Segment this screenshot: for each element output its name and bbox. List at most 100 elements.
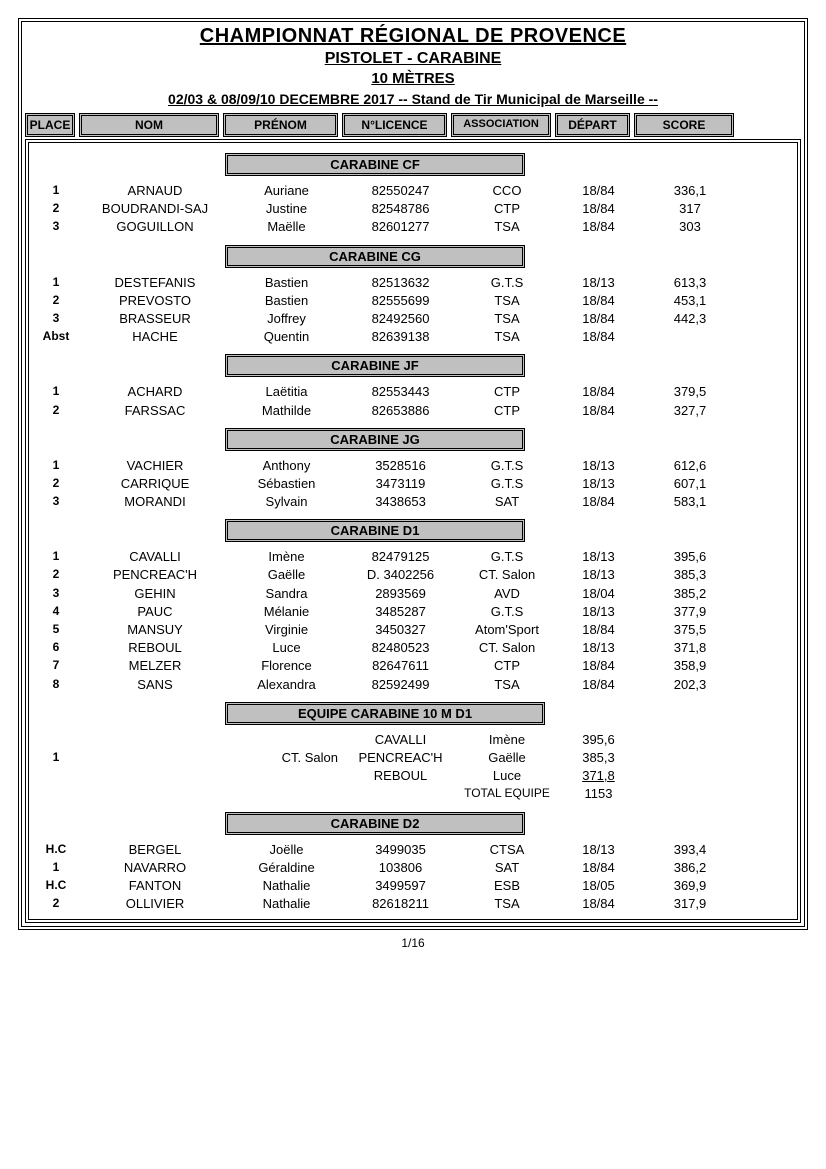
cell-prenom: Nathalie — [229, 895, 344, 913]
cell-lic: 2893569 — [348, 585, 453, 603]
column-header-row: PLACE NOM PRÉNOM N°LICENCE ASSOCIATION D… — [25, 113, 801, 137]
cell-nom: GOGUILLON — [85, 218, 225, 236]
cell-score: 442,3 — [640, 310, 740, 328]
cell-place: 1 — [31, 457, 81, 475]
cell-dep: 18/04 — [561, 585, 636, 603]
cell-dep: 18/84 — [561, 328, 636, 346]
cell-nom: ACHARD — [85, 383, 225, 401]
category-header: CARABINE D2 — [31, 812, 795, 835]
cell-assoc: TSA — [457, 218, 557, 236]
cell-dep: 18/84 — [561, 895, 636, 913]
cell-place: 2 — [31, 200, 81, 218]
cell-lic: 3485287 — [348, 603, 453, 621]
category-header: CARABINE D1 — [31, 519, 795, 542]
category-title: CARABINE D1 — [225, 519, 525, 542]
cell-nom: MANSUY — [85, 621, 225, 639]
cell-lic: 3438653 — [348, 493, 453, 511]
cell-dep: 18/84 — [561, 200, 636, 218]
result-row: H.CBERGELJoëlle3499035CTSA18/13393,4 — [31, 841, 795, 859]
cell-nom: MORANDI — [85, 493, 225, 511]
cell-place: 1 — [31, 383, 81, 401]
category-title: CARABINE CG — [225, 245, 525, 268]
cell-lic: 3473119 — [348, 475, 453, 493]
result-row: 1VACHIERAnthony3528516G.T.S18/13612,6 — [31, 457, 795, 475]
cell-dep: 18/84 — [561, 859, 636, 877]
category-header: CARABINE JF — [31, 354, 795, 377]
cell-place: 2 — [31, 895, 81, 913]
cell-dep: 18/84 — [561, 218, 636, 236]
cell-dep: 18/84 — [561, 402, 636, 420]
cell-prenom: Florence — [229, 657, 344, 675]
cell-lic: D. 3402256 — [348, 566, 453, 584]
cell-nom: GEHIN — [85, 585, 225, 603]
cell-score: 317 — [640, 200, 740, 218]
cell-lic: 82492560 — [348, 310, 453, 328]
cell-nom: ARNAUD — [85, 182, 225, 200]
cell-prenom: Mélanie — [229, 603, 344, 621]
cell-nom: PREVOSTO — [85, 292, 225, 310]
cell-nom: NAVARRO — [85, 859, 225, 877]
result-row: H.CFANTONNathalie3499597ESB18/05369,9 — [31, 877, 795, 895]
category-title: EQUIPE CARABINE 10 M D1 — [225, 702, 545, 725]
col-place: PLACE — [25, 113, 75, 137]
cell-lic: 82479125 — [348, 548, 453, 566]
cell-prenom: Bastien — [229, 274, 344, 292]
cell-lic: 82639138 — [348, 328, 453, 346]
cell-lic: 82592499 — [348, 676, 453, 694]
cell-nom: BRASSEUR — [85, 310, 225, 328]
category-header: EQUIPE CARABINE 10 M D1 — [31, 702, 795, 725]
title-distance: 10 MÈTRES — [25, 70, 801, 87]
cell-assoc: ESB — [457, 877, 557, 895]
cell-dep: 18/84 — [561, 657, 636, 675]
cell-score: 379,5 — [640, 383, 740, 401]
result-row: 2PREVOSTOBastien82555699TSA18/84453,1 — [31, 292, 795, 310]
cell-nom: FARSSAC — [85, 402, 225, 420]
cell-lic: 3499035 — [348, 841, 453, 859]
cell-nom: OLLIVIER — [85, 895, 225, 913]
team-total-label: TOTAL EQUIPE — [457, 785, 557, 803]
cell-nom: PAUC — [85, 603, 225, 621]
cell-prenom: Virginie — [229, 621, 344, 639]
cell-score: 607,1 — [640, 475, 740, 493]
result-row: 5MANSUYVirginie3450327Atom'Sport18/84375… — [31, 621, 795, 639]
cell-assoc: AVD — [457, 585, 557, 603]
col-nom: NOM — [79, 113, 219, 137]
cell-assoc: CTP — [457, 657, 557, 675]
cell-place: 4 — [31, 603, 81, 621]
cell-score: 336,1 — [640, 182, 740, 200]
cell-score: 385,3 — [640, 566, 740, 584]
result-row: 1DESTEFANISBastien82513632G.T.S18/13613,… — [31, 274, 795, 292]
cell-place: Abst — [31, 328, 81, 346]
cell-place: 2 — [31, 292, 81, 310]
cell-lic: 3528516 — [348, 457, 453, 475]
result-row: AbstHACHEQuentin82639138TSA18/84 — [31, 328, 795, 346]
result-row: 6REBOULLuce82480523CT. Salon18/13371,8 — [31, 639, 795, 657]
cell-nom: PENCREAC'H — [85, 566, 225, 584]
cell-lic: 3450327 — [348, 621, 453, 639]
cell-lic: 82618211 — [348, 895, 453, 913]
category-title: CARABINE D2 — [225, 812, 525, 835]
cell-place: 8 — [31, 676, 81, 694]
result-row: 1ACHARDLaëtitia82553443CTP18/84379,5 — [31, 383, 795, 401]
team-member-nom: PENCREAC'H — [348, 749, 453, 767]
cell-nom: HACHE — [85, 328, 225, 346]
cell-place: 7 — [31, 657, 81, 675]
cell-assoc: CT. Salon — [457, 566, 557, 584]
result-row: 3GOGUILLONMaëlle82601277TSA18/84303 — [31, 218, 795, 236]
cell-place: 3 — [31, 585, 81, 603]
page-header: CHAMPIONNAT RÉGIONAL DE PROVENCE PISTOLE… — [25, 25, 801, 107]
cell-prenom: Justine — [229, 200, 344, 218]
cell-score: 453,1 — [640, 292, 740, 310]
cell-score: 583,1 — [640, 493, 740, 511]
cell-lic: 103806 — [348, 859, 453, 877]
cell-nom: FANTON — [85, 877, 225, 895]
cell-assoc: SAT — [457, 859, 557, 877]
cell-score: 327,7 — [640, 402, 740, 420]
cell-dep: 18/05 — [561, 877, 636, 895]
cell-dep: 18/84 — [561, 383, 636, 401]
cell-prenom: Anthony — [229, 457, 344, 475]
team-member-prenom: Gaëlle — [457, 749, 557, 767]
cell-place: 5 — [31, 621, 81, 639]
cell-prenom: Joffrey — [229, 310, 344, 328]
cell-prenom: Imène — [229, 548, 344, 566]
